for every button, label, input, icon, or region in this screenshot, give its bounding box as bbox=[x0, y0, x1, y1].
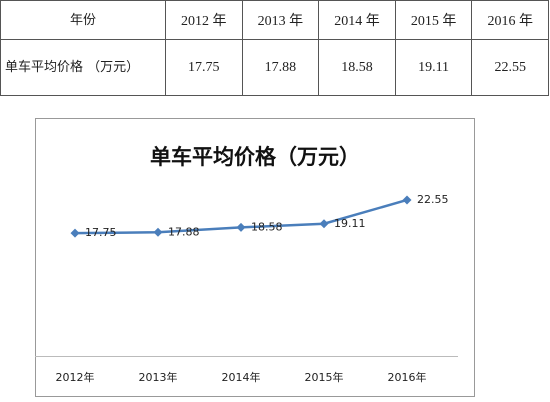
header-cell: 2012 年 bbox=[165, 0, 243, 40]
point bbox=[236, 222, 246, 232]
data-label: 22.55 bbox=[417, 193, 449, 206]
data-table: 年份 2012 年 2013 年 2014 年 2015 年 2016 年 单车平均价格 … bbox=[0, 0, 549, 96]
point bbox=[70, 228, 80, 238]
data-label: 19.11 bbox=[334, 217, 366, 230]
data-cell: 单车平均价格 （万元） bbox=[0, 39, 166, 96]
x-tick-label: 2016年 bbox=[388, 370, 427, 384]
data-cell: 22.55 bbox=[471, 39, 549, 96]
point bbox=[402, 195, 412, 205]
header-cell: 2014 年 bbox=[318, 0, 396, 40]
data-cell: 17.75 bbox=[165, 39, 243, 96]
header-cell: 2016 年 bbox=[471, 0, 549, 40]
point bbox=[319, 219, 329, 229]
header-cell: 年份 bbox=[0, 0, 166, 40]
chart-frame bbox=[35, 118, 475, 397]
x-tick-label: 2014年 bbox=[222, 370, 261, 384]
data-label: 17.75 bbox=[85, 226, 117, 239]
x-tick-label: 2015年 bbox=[305, 370, 344, 384]
data-label: 17.88 bbox=[168, 225, 200, 238]
x-tick-label: 2013年 bbox=[139, 370, 178, 384]
x-tick-label: 2012年 bbox=[56, 370, 95, 384]
data-cell: 18.58 bbox=[318, 39, 396, 96]
point bbox=[153, 227, 163, 237]
data-cell: 17.88 bbox=[241, 39, 320, 96]
data-cell: 19.11 bbox=[394, 39, 473, 96]
data-label: 18.58 bbox=[251, 220, 283, 233]
chart-title: 单车平均价格（万元） bbox=[150, 145, 360, 169]
data-row: 单车平均价格 （万元） 17.75 17.88 18.58 19.11 22.55 bbox=[0, 39, 549, 96]
header-row: 年份 2012 年 2013 年 2014 年 2015 年 2016 年 bbox=[0, 0, 549, 40]
